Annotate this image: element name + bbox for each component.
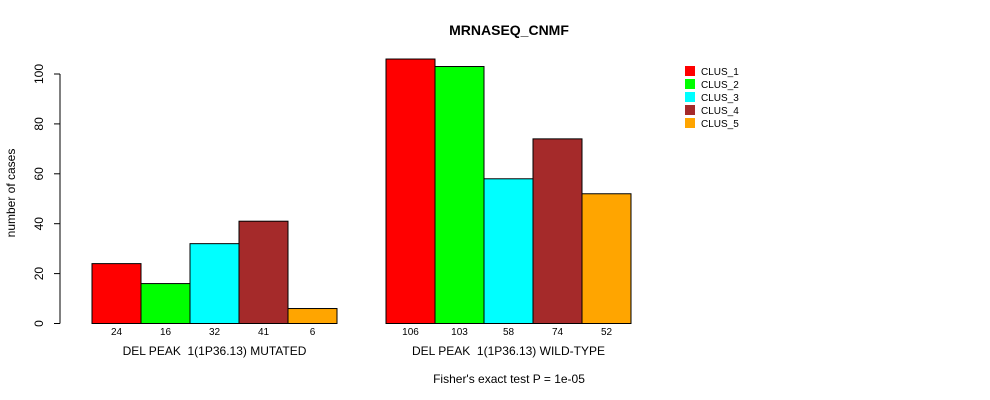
y-tick-label: 100	[32, 64, 46, 84]
legend-swatch	[685, 79, 695, 89]
legend-label: CLUS_3	[701, 93, 739, 104]
bars	[91, 58, 632, 324]
group-labels: DEL PEAK 1(1P36.13) MUTATED DEL PEAK 1(1P…	[123, 344, 605, 358]
bar-value-label: 41	[258, 327, 270, 338]
bar	[532, 138, 583, 324]
bar	[434, 66, 485, 324]
legend-swatch	[685, 118, 695, 128]
bar-value-labels: 24 16 32 41 6 106 103 58 74 52	[111, 327, 613, 338]
bar	[189, 243, 240, 324]
legend-label: CLUS_4	[701, 106, 739, 117]
bar	[483, 178, 534, 324]
y-tick-label: 20	[32, 267, 46, 281]
y-tick-label: 40	[32, 217, 46, 231]
bar	[140, 283, 191, 324]
bar	[91, 263, 142, 324]
group-label: DEL PEAK 1(1P36.13) WILD-TYPE	[412, 344, 605, 358]
bar-value-label: 32	[209, 327, 221, 338]
y-axis-label: number of cases	[4, 149, 18, 238]
bar-value-label: 74	[552, 327, 564, 338]
bar-value-label: 6	[310, 327, 316, 338]
bar-value-label: 16	[160, 327, 172, 338]
bar	[581, 193, 632, 324]
legend-swatch	[685, 66, 695, 76]
bar-value-label: 103	[451, 327, 468, 338]
bar-value-label: 52	[601, 327, 613, 338]
bar	[385, 58, 436, 324]
y-tick-label: 0	[32, 320, 46, 327]
y-tick-label: 80	[32, 117, 46, 131]
legend-label: CLUS_2	[701, 80, 739, 91]
legend-label: CLUS_1	[701, 67, 739, 78]
y-axis: 0 20 40 60 80 100	[32, 64, 61, 327]
y-tick-label: 60	[32, 167, 46, 181]
chart-title: MRNASEQ_CNMF	[449, 22, 569, 38]
group-label: DEL PEAK 1(1P36.13) MUTATED	[123, 344, 307, 358]
bar-value-label: 106	[402, 327, 419, 338]
legend-swatch	[685, 92, 695, 102]
legend-label: CLUS_5	[701, 119, 739, 130]
legend: CLUS_1 CLUS_2 CLUS_3 CLUS_4 CLUS_5	[685, 66, 739, 130]
bar	[238, 220, 289, 324]
fisher-test-label: Fisher's exact test P = 1e-05	[433, 372, 585, 386]
bar	[287, 308, 338, 324]
bar-value-label: 24	[111, 327, 123, 338]
legend-swatch	[685, 105, 695, 115]
bar-value-label: 58	[503, 327, 515, 338]
